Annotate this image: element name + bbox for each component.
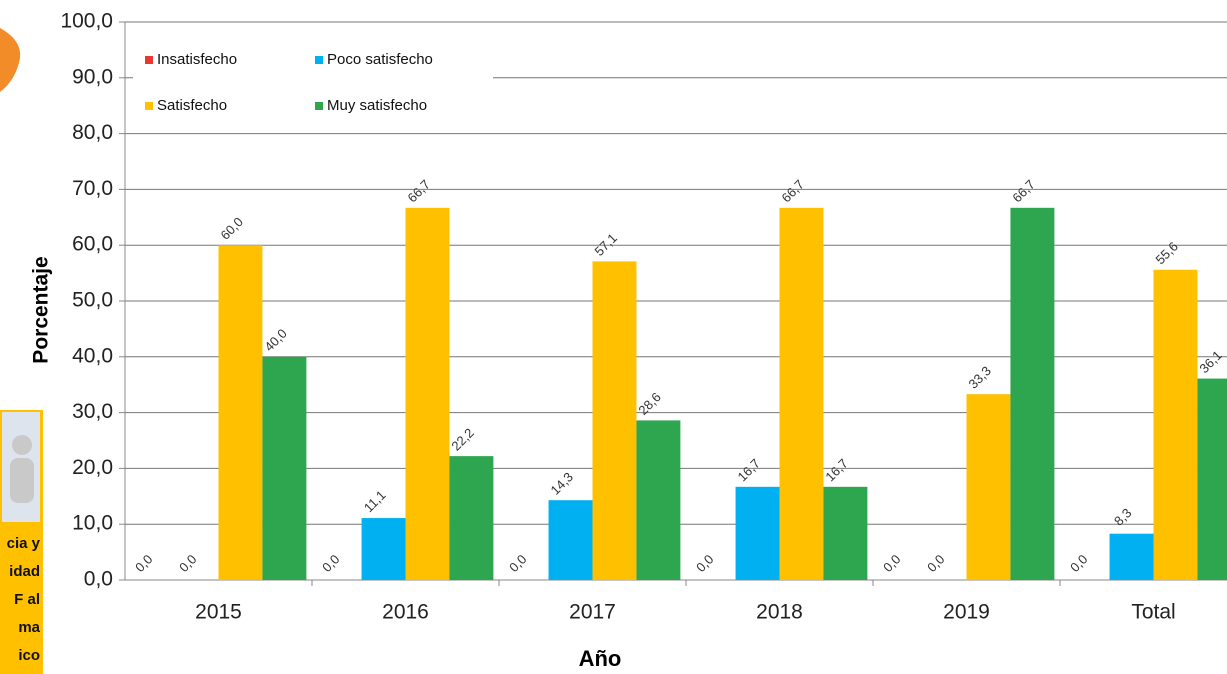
value-label: 0,0 — [924, 552, 947, 575]
legend-label: Satisfecho — [157, 97, 227, 114]
value-label: 33,3 — [965, 363, 994, 392]
legend-label: Poco satisfecho — [327, 51, 433, 68]
bar — [1010, 207, 1055, 580]
side-line: ico — [18, 647, 40, 664]
bar — [735, 486, 780, 580]
y-tick-label: 50,0 — [72, 289, 113, 312]
y-tick-label: 70,0 — [72, 177, 113, 200]
side-line: ma — [18, 619, 40, 636]
bar — [636, 420, 681, 580]
value-label: 0,0 — [132, 552, 155, 575]
bar — [1153, 269, 1198, 580]
value-label: 22,2 — [448, 425, 477, 454]
value-label: 28,6 — [635, 389, 664, 418]
value-label: 55,6 — [1152, 239, 1181, 268]
bar — [1109, 533, 1154, 580]
side-text: cia y idad F al ma ico — [7, 535, 41, 664]
value-label: 57,1 — [591, 230, 620, 259]
legend-swatch — [315, 56, 323, 64]
legend-swatch — [315, 102, 323, 110]
value-label: 0,0 — [319, 552, 342, 575]
x-tick-label: 2015 — [195, 601, 242, 624]
bar — [449, 456, 494, 580]
y-axis-title: Porcentaje — [30, 256, 53, 363]
value-label: 0,0 — [1067, 552, 1090, 575]
y-tick-label: 0,0 — [84, 568, 113, 591]
bar — [823, 486, 868, 580]
value-label: 11,1 — [361, 487, 389, 515]
bar — [966, 394, 1011, 580]
bar — [1197, 378, 1227, 580]
y-tick-label: 90,0 — [72, 65, 113, 88]
y-tick-label: 60,0 — [72, 233, 113, 256]
value-label: 40,0 — [261, 326, 290, 355]
side-line: idad — [9, 563, 40, 580]
y-tick-label: 30,0 — [72, 400, 113, 423]
legend-label: Insatisfecho — [157, 51, 237, 68]
side-figure — [10, 458, 34, 503]
legend-swatch — [145, 102, 153, 110]
value-label: 16,7 — [735, 456, 764, 485]
value-label: 16,7 — [822, 456, 851, 485]
value-label: 60,0 — [217, 214, 246, 243]
value-label: 66,7 — [778, 177, 807, 206]
x-tick-label: 2017 — [569, 601, 616, 624]
side-figure — [12, 435, 32, 455]
bar — [592, 261, 637, 580]
value-label: 8,3 — [1111, 505, 1134, 528]
y-tick-label: 80,0 — [72, 121, 113, 144]
y-tick-label: 40,0 — [72, 344, 113, 367]
x-axis-title: Año — [579, 646, 622, 671]
x-tick-label: Total — [1131, 601, 1175, 624]
x-tick-label: 2018 — [756, 601, 803, 624]
value-label: 14,3 — [548, 469, 577, 498]
y-tick-label: 20,0 — [72, 456, 113, 479]
bar — [361, 518, 406, 580]
value-label: 0,0 — [880, 552, 903, 575]
value-label: 36,1 — [1196, 348, 1225, 377]
bar — [262, 356, 307, 580]
bar — [405, 207, 450, 580]
value-label: 0,0 — [176, 552, 199, 575]
value-label: 0,0 — [506, 552, 529, 575]
bar — [218, 245, 263, 580]
bar — [779, 207, 824, 580]
y-tick-label: 10,0 — [72, 512, 113, 535]
value-label: 0,0 — [693, 552, 716, 575]
value-label: 66,7 — [1009, 177, 1038, 206]
x-tick-label: 2019 — [943, 601, 990, 624]
legend-swatch — [145, 56, 153, 64]
bar — [548, 500, 593, 580]
value-label: 66,7 — [404, 177, 433, 206]
y-tick-label: 100,0 — [60, 10, 113, 33]
side-line: cia y — [7, 535, 41, 552]
logo-fragment — [0, 28, 21, 92]
legend-box — [133, 42, 493, 122]
side-line: F al — [14, 591, 40, 608]
x-tick-label: 2016 — [382, 601, 429, 624]
legend-label: Muy satisfecho — [327, 97, 427, 114]
